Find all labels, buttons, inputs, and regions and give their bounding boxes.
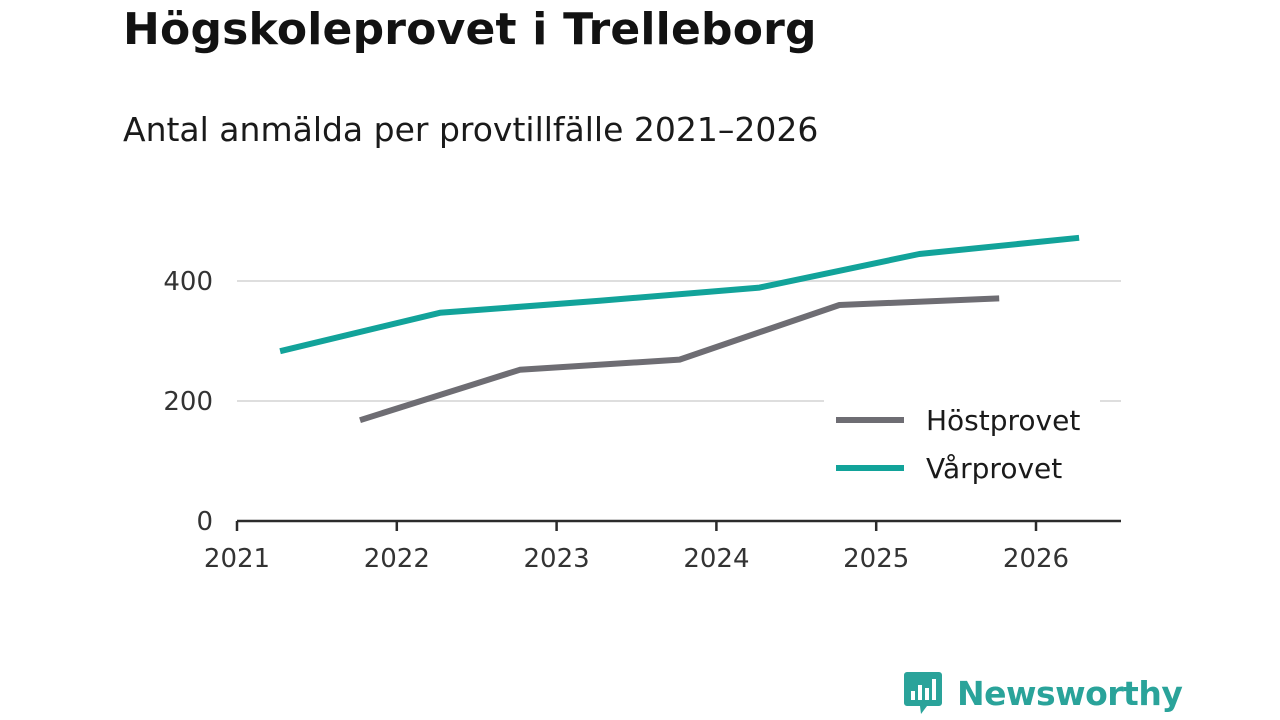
- x-tick-label: 2022: [364, 544, 430, 574]
- x-tick-label: 2024: [683, 544, 749, 574]
- y-tick-label: 0: [196, 507, 213, 537]
- newsworthy-logo-icon: [904, 672, 942, 714]
- legend-label: Höstprovet: [926, 404, 1080, 437]
- legend-background: [824, 396, 1100, 494]
- brand-name: Newsworthy: [957, 673, 1183, 713]
- legend: Höstprovet Vårprovet: [824, 396, 1100, 494]
- chart-subtitle: Antal anmälda per provtillfälle 2021–202…: [123, 110, 819, 149]
- line-chart: 2021 2022 2023 2024 2025 2026 0 200 400 Höstpro…: [163, 234, 1121, 574]
- x-tick-label: 2026: [1003, 544, 1069, 574]
- chart-title: Högskoleprovet i Trelleborg: [123, 4, 817, 55]
- brand-logo: Newsworthy: [903, 670, 1183, 716]
- y-tick-label: 400: [163, 267, 213, 297]
- series-lines: [279, 234, 1080, 424]
- y-tick-label: 200: [163, 387, 213, 417]
- x-tick-label: 2025: [843, 544, 909, 574]
- x-tick-label: 2021: [204, 544, 270, 574]
- series-line-varprovet: [279, 234, 1080, 355]
- legend-label: Vårprovet: [926, 452, 1062, 485]
- y-axis-ticks: 0 200 400: [163, 267, 213, 537]
- x-axis: 2021 2022 2023 2024 2025 2026: [204, 519, 1121, 574]
- series-line-hostprovet: [359, 295, 1000, 424]
- x-tick-label: 2023: [524, 544, 590, 574]
